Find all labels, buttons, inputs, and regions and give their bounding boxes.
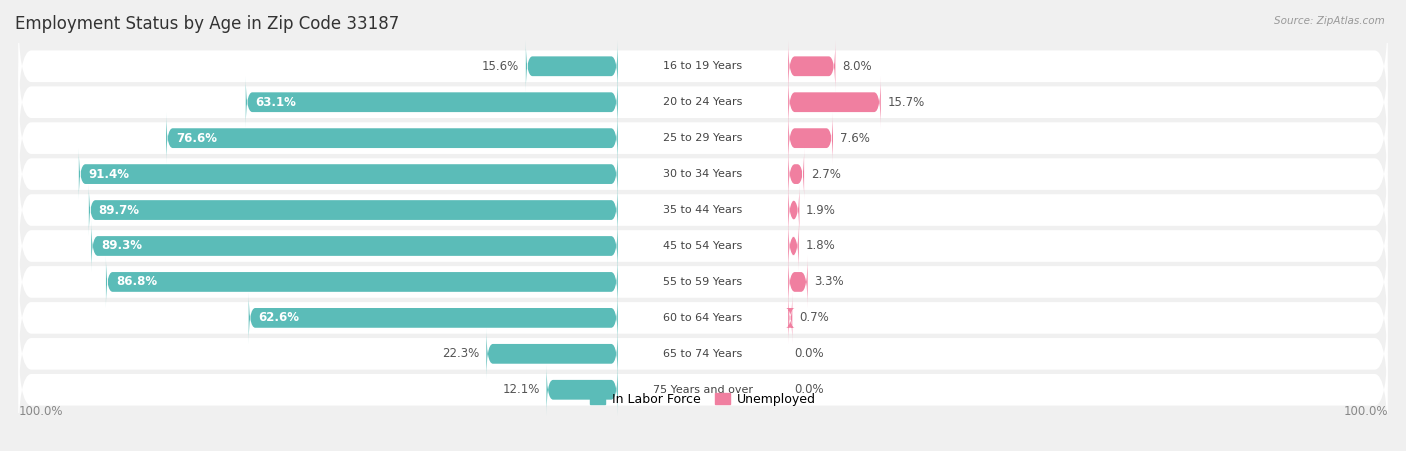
FancyBboxPatch shape [789,112,832,164]
FancyBboxPatch shape [18,190,1388,302]
Text: 100.0%: 100.0% [1343,405,1388,418]
Legend: In Labor Force, Unemployed: In Labor Force, Unemployed [585,387,821,410]
FancyBboxPatch shape [18,154,1388,266]
Text: 0.0%: 0.0% [794,347,824,360]
Text: 86.8%: 86.8% [115,276,157,289]
Text: 60 to 64 Years: 60 to 64 Years [664,313,742,323]
FancyBboxPatch shape [526,40,617,92]
FancyBboxPatch shape [249,292,617,344]
Text: 76.6%: 76.6% [176,132,217,145]
Text: 15.7%: 15.7% [887,96,925,109]
FancyBboxPatch shape [18,10,1388,122]
Text: 1.8%: 1.8% [806,239,835,253]
Text: 100.0%: 100.0% [18,405,63,418]
FancyBboxPatch shape [789,148,804,200]
FancyBboxPatch shape [789,76,880,128]
Text: 0.7%: 0.7% [799,311,828,324]
Text: 89.7%: 89.7% [98,203,139,216]
Text: 25 to 29 Years: 25 to 29 Years [664,133,742,143]
Text: 22.3%: 22.3% [443,347,479,360]
Text: 89.3%: 89.3% [101,239,142,253]
FancyBboxPatch shape [18,226,1388,338]
Text: 91.4%: 91.4% [89,168,129,180]
FancyBboxPatch shape [18,46,1388,158]
FancyBboxPatch shape [91,220,617,272]
FancyBboxPatch shape [246,76,617,128]
Text: 55 to 59 Years: 55 to 59 Years [664,277,742,287]
Text: 3.3%: 3.3% [814,276,844,289]
Text: 35 to 44 Years: 35 to 44 Years [664,205,742,215]
FancyBboxPatch shape [789,184,800,236]
FancyBboxPatch shape [786,292,794,344]
FancyBboxPatch shape [18,118,1388,230]
Text: 45 to 54 Years: 45 to 54 Years [664,241,742,251]
FancyBboxPatch shape [18,298,1388,410]
FancyBboxPatch shape [105,256,617,308]
FancyBboxPatch shape [789,220,799,272]
Text: 30 to 34 Years: 30 to 34 Years [664,169,742,179]
FancyBboxPatch shape [18,262,1388,374]
FancyBboxPatch shape [18,334,1388,446]
Text: 15.6%: 15.6% [482,60,519,73]
Text: 75 Years and over: 75 Years and over [652,385,754,395]
Text: Employment Status by Age in Zip Code 33187: Employment Status by Age in Zip Code 331… [15,15,399,33]
FancyBboxPatch shape [166,112,617,164]
FancyBboxPatch shape [486,328,617,380]
Text: 0.0%: 0.0% [794,383,824,396]
Text: 2.7%: 2.7% [811,168,841,180]
FancyBboxPatch shape [789,40,835,92]
Text: 7.6%: 7.6% [839,132,869,145]
Text: 12.1%: 12.1% [502,383,540,396]
FancyBboxPatch shape [79,148,617,200]
FancyBboxPatch shape [789,256,807,308]
Text: Source: ZipAtlas.com: Source: ZipAtlas.com [1274,16,1385,26]
Text: 1.9%: 1.9% [806,203,835,216]
FancyBboxPatch shape [18,82,1388,194]
Text: 63.1%: 63.1% [256,96,297,109]
Text: 62.6%: 62.6% [259,311,299,324]
Text: 16 to 19 Years: 16 to 19 Years [664,61,742,71]
Text: 8.0%: 8.0% [842,60,872,73]
FancyBboxPatch shape [547,364,617,416]
FancyBboxPatch shape [89,184,617,236]
Text: 65 to 74 Years: 65 to 74 Years [664,349,742,359]
Text: 20 to 24 Years: 20 to 24 Years [664,97,742,107]
